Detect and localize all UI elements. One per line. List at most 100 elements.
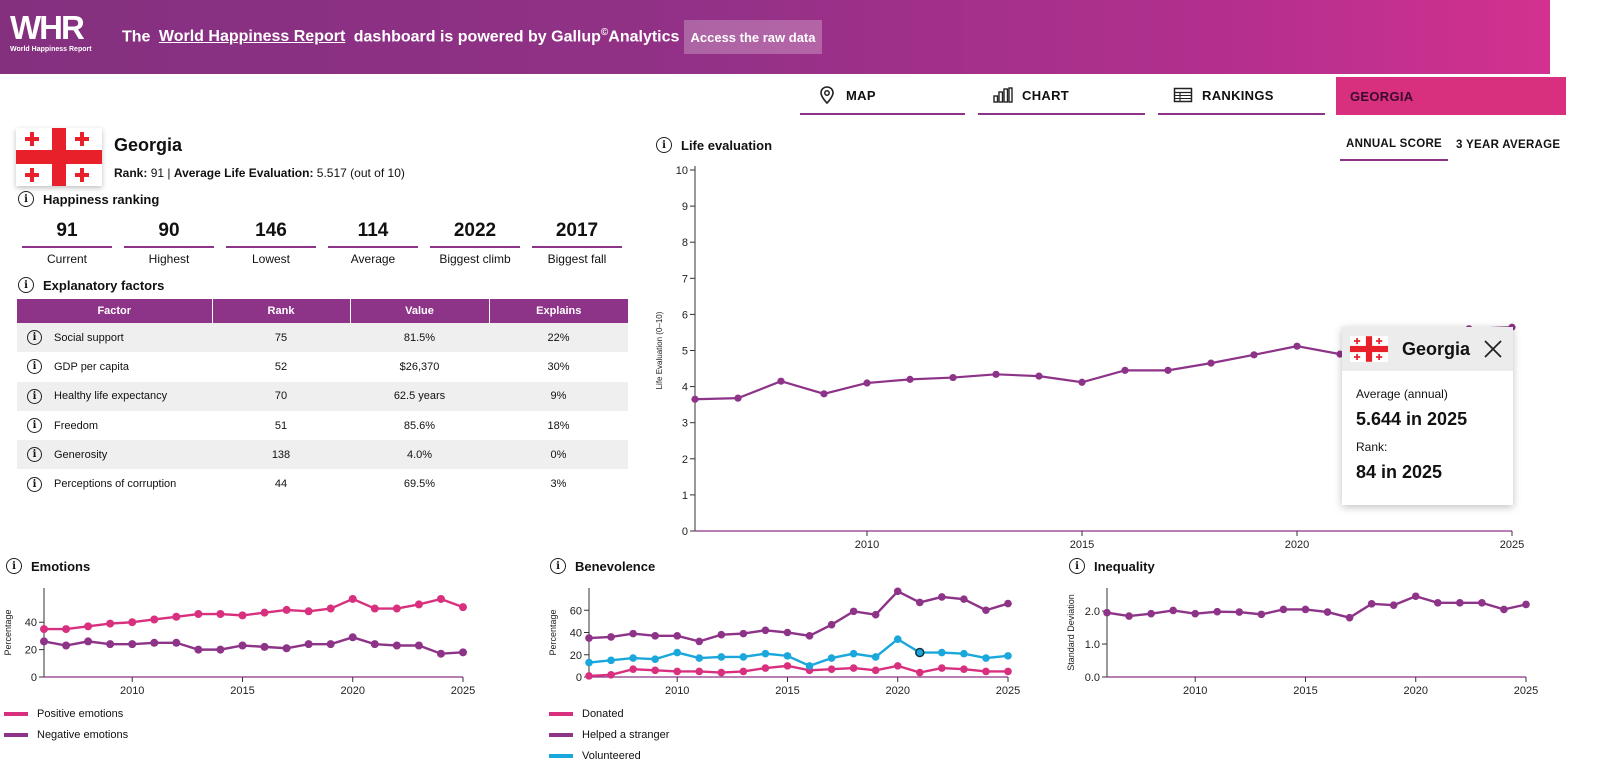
data-point (1279, 605, 1288, 614)
legend-item[interactable]: Helped a stranger (549, 724, 669, 745)
factor-cell: i Healthy life expectancy (17, 381, 212, 411)
y-tick-label: 2.0 (1085, 606, 1100, 618)
data-point (436, 594, 445, 603)
data-point (691, 395, 699, 403)
legend-swatch (4, 711, 28, 716)
data-point (739, 667, 748, 676)
logo-mark: WHR (10, 9, 85, 46)
info-icon[interactable]: i (6, 558, 22, 574)
tab-map[interactable]: MAP (800, 77, 965, 115)
happiness-ranking-title: i Happiness ranking (18, 191, 159, 207)
data-point (938, 648, 946, 657)
y-tick-label: 9 (682, 201, 688, 213)
data-point (1433, 599, 1442, 607)
emotions-chart: 0 20 40 2010 2015 2020 2025 Percentage (3, 588, 475, 697)
info-icon[interactable]: i (550, 558, 566, 574)
data-point (304, 607, 313, 616)
data-point (739, 629, 748, 638)
factor-name: GDP per capita (54, 360, 130, 373)
legend-item[interactable]: Positive emotions (4, 703, 128, 724)
tab-annual-score[interactable]: ANNUAL SCORE (1340, 128, 1449, 161)
header-value[interactable]: Value (350, 299, 490, 323)
x-tick-label: 2010 (855, 539, 879, 551)
emotions-legend: Positive emotions Negative emotions (4, 703, 128, 745)
data-point (1301, 605, 1310, 614)
rank-cell: 52 (274, 360, 288, 373)
data-point (1411, 592, 1420, 601)
tab-country[interactable]: GEORGIA (1336, 77, 1566, 115)
close-icon[interactable] (1483, 339, 1503, 359)
tab-rankings[interactable]: RANKINGS (1158, 77, 1325, 115)
data-point (1004, 667, 1012, 676)
info-icon[interactable]: i (18, 191, 34, 207)
data-point (805, 632, 814, 640)
stat-value: 90 (124, 220, 214, 248)
info-icon[interactable]: i (27, 330, 42, 346)
access-raw-data-button[interactable]: Access the raw data (684, 20, 822, 54)
tooltip-rank-label: Rank: (1356, 440, 1388, 454)
stat-label: Current (46, 252, 87, 266)
legend-item[interactable]: Donated (549, 703, 669, 724)
info-icon[interactable]: i (18, 277, 34, 293)
legend-swatch (4, 732, 28, 737)
info-icon[interactable]: i (656, 137, 672, 153)
data-point (1345, 613, 1354, 622)
tab-three-year-average[interactable]: 3 YEAR AVERAGE (1456, 138, 1561, 151)
data-point (761, 664, 770, 672)
data-point (106, 640, 115, 649)
legend-item[interactable]: Volunteered (549, 745, 669, 766)
data-point (783, 662, 792, 670)
benevolence-label: Benevolence (575, 558, 656, 574)
data-point (651, 632, 659, 640)
data-point (871, 666, 880, 675)
data-point (673, 648, 682, 657)
y-tick-label: 0.0 (1085, 672, 1100, 684)
data-point (459, 603, 467, 612)
data-point (982, 606, 990, 615)
info-icon[interactable]: i (27, 447, 42, 463)
info-icon[interactable]: i (27, 476, 42, 492)
data-point (62, 625, 71, 634)
emotions-title: i Emotions (6, 558, 90, 574)
x-tick-label: 2020 (1403, 685, 1427, 697)
life-evaluation-title: i Life evaluation (656, 137, 772, 153)
y-tick-label: 40 (25, 617, 37, 629)
info-icon[interactable]: i (1069, 558, 1085, 574)
data-point (459, 648, 467, 657)
data-point (827, 620, 836, 629)
explains-cell: 22% (489, 323, 628, 353)
y-axis-label: Percentage (548, 609, 558, 655)
y-tick-label: 20 (25, 645, 37, 657)
whr-link[interactable]: World Happiness Report (158, 28, 346, 46)
data-point (1367, 600, 1376, 608)
header-factor[interactable]: Factor (17, 299, 213, 323)
data-point (1191, 609, 1200, 618)
y-tick-label: 1 (682, 490, 688, 502)
y-axis-label: Percentage (3, 609, 13, 655)
whr-logo[interactable]: WHR World Happiness Report (10, 9, 105, 62)
header-rank[interactable]: Rank (212, 299, 351, 323)
data-point (1456, 599, 1464, 607)
tooltip-average-value: 5.644 in 2025 (1356, 409, 1468, 429)
data-point (392, 641, 401, 650)
data-point (216, 645, 225, 654)
stat-label: Biggest climb (439, 252, 511, 266)
tab-chart[interactable]: CHART (978, 77, 1145, 115)
data-point (777, 377, 785, 385)
data-point (150, 615, 159, 624)
legend-swatch (549, 732, 573, 737)
explains-cell: 9% (489, 381, 628, 411)
x-tick-label: 2015 (1070, 539, 1094, 551)
bar-chart-icon (992, 86, 1014, 104)
y-tick-label: 4 (682, 382, 688, 394)
info-icon[interactable]: i (27, 359, 42, 375)
info-icon[interactable]: i (27, 418, 42, 434)
stat-current: 91 Current (22, 220, 112, 266)
x-tick-label: 2020 (885, 685, 909, 697)
table-header-row: Factor Rank Value Explains (17, 299, 628, 323)
y-tick-label: 60 (570, 605, 582, 617)
legend-item[interactable]: Negative emotions (4, 724, 128, 745)
header-explains[interactable]: Explains (489, 299, 628, 323)
info-icon[interactable]: i (27, 388, 42, 404)
rank-cell: 75 (212, 323, 350, 353)
